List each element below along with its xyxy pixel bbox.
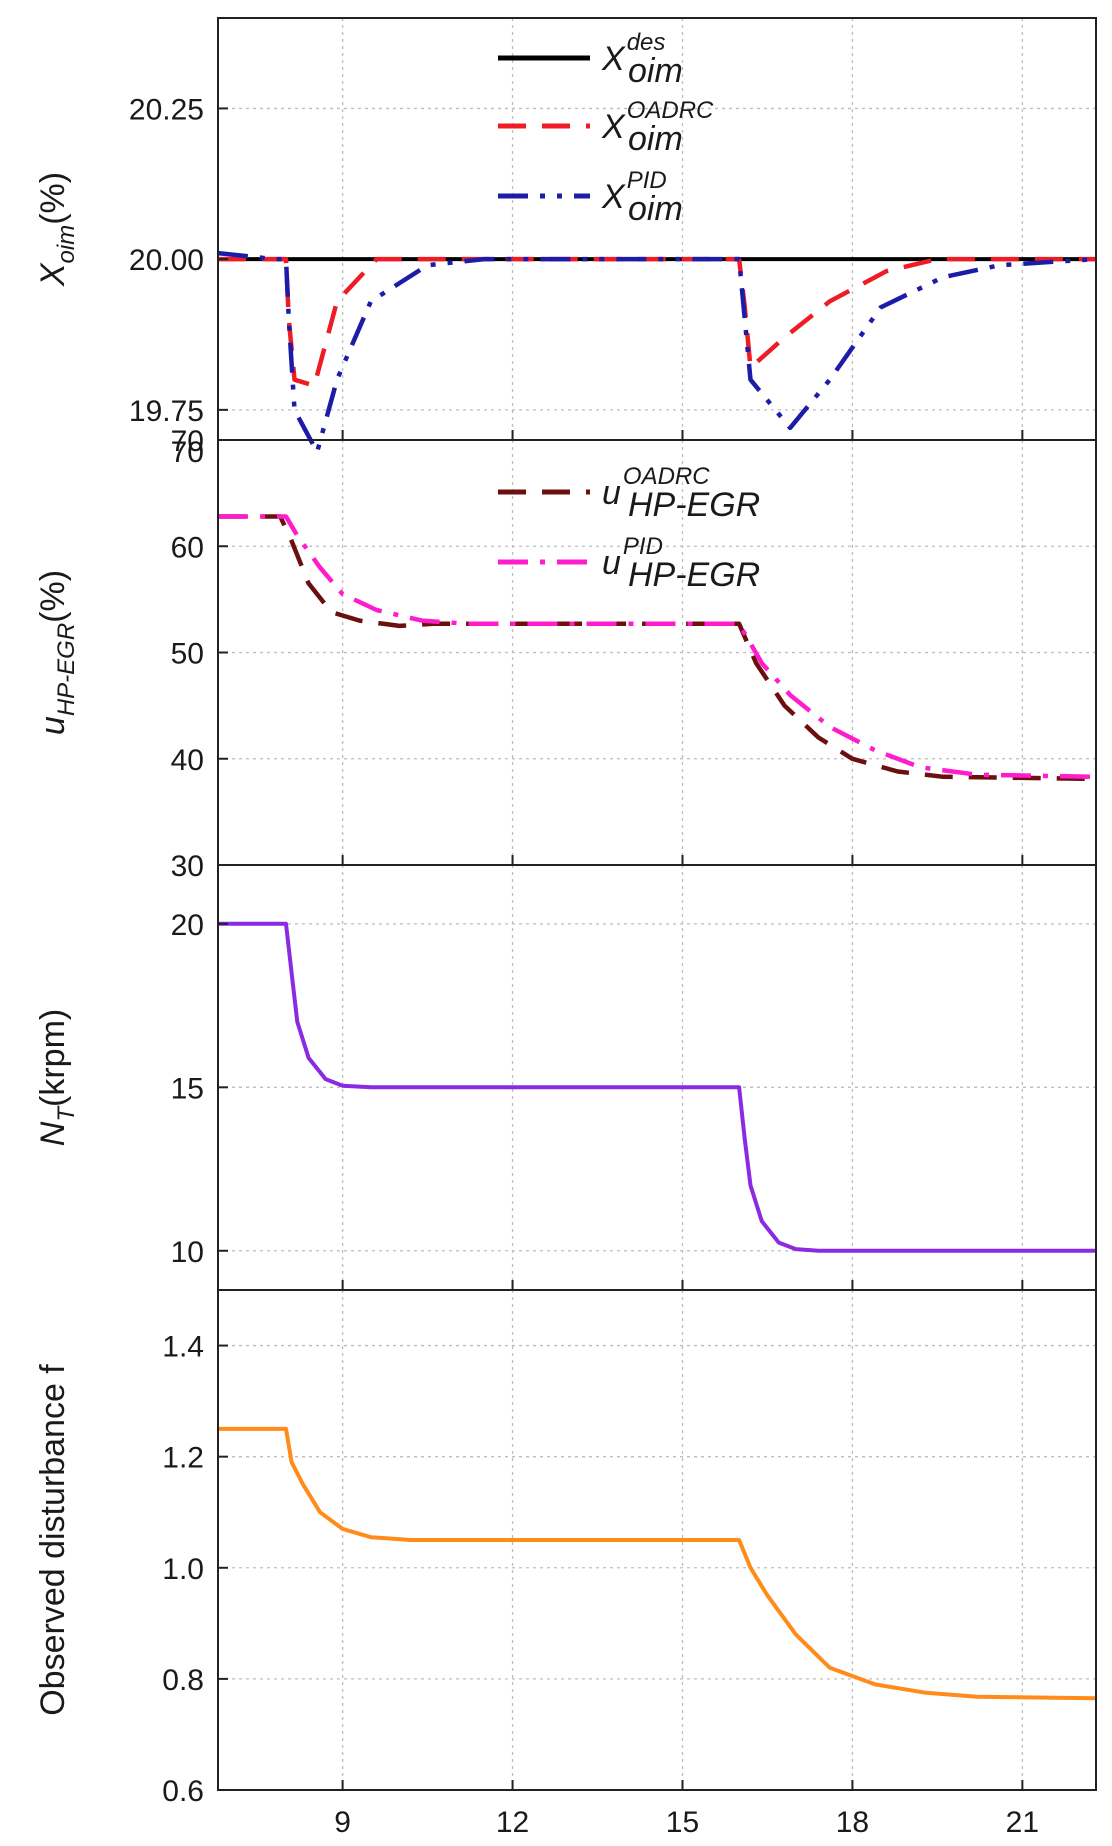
series-line-uhp-0 [218, 514, 1097, 782]
y-axis-title-unit: (krpm) [34, 1009, 72, 1107]
y-tick-label: 20 [171, 909, 204, 942]
legend-base: X [601, 108, 626, 146]
axes-frames [217, 17, 1097, 1791]
y-tick-label: 15 [171, 1072, 204, 1105]
y-axis-title-main: Observed disturbance f [34, 1364, 72, 1716]
y-tick-label: 20.00 [129, 244, 204, 277]
y-axis-title-unit: (%) [34, 570, 72, 623]
y-tick-label: 19.75 [129, 395, 204, 428]
series-line-xoim-1 [218, 256, 1096, 388]
legend-subscript-uhp-1: HP-EGR [628, 556, 760, 594]
legend-base: X [601, 40, 626, 78]
y-tick-label: 30 [171, 850, 204, 883]
labels-layer: 19.7520.0020.2570Xoim(%)3040506070uHP-EG… [34, 93, 1039, 1846]
series-line-xoim-2 [217, 250, 1097, 455]
gridlines [218, 18, 1096, 1791]
y-tick-label: 40 [171, 744, 204, 777]
x-tick-label: 21 [1006, 1806, 1039, 1839]
legend-subscript-xoim-0: oim [628, 52, 683, 90]
panel-frame-dist [217, 1289, 1097, 1791]
legend-subscript-uhp-0: HP-EGR [628, 486, 760, 524]
legend-subscript-xoim-2: oim [628, 190, 683, 228]
legend-label-uhp-1: uPID [602, 533, 663, 582]
y-axis-title-subscript: T [53, 1105, 80, 1122]
x-tick-label: 18 [836, 1806, 869, 1839]
y-tick-label-boundary: 70 [171, 436, 204, 469]
y-axis-title-subscript: oim [53, 225, 80, 264]
legend-superscript: PID [623, 533, 663, 560]
y-tick-label: 60 [171, 531, 204, 564]
y-axis-title-xoim: Xoim(%) [34, 172, 80, 287]
y-tick-label: 20.25 [129, 93, 204, 126]
x-axis-title: Time(s) [600, 1844, 714, 1846]
legend-base: u [602, 544, 621, 582]
y-tick-label: 1.4 [162, 1331, 204, 1364]
y-axis-title-unit: (%) [34, 172, 72, 225]
y-axis-title-dist: Observed disturbance f [34, 1364, 72, 1716]
y-axis-title-subscript: HP-EGR [53, 623, 80, 716]
x-tick-label: 12 [496, 1806, 529, 1839]
legend-base: X [601, 178, 626, 216]
y-axis-title-nt: NT(krpm) [34, 1009, 80, 1146]
y-axis-title-main: X [34, 262, 72, 287]
y-axis-title-main: N [34, 1121, 72, 1146]
legend-superscript: PID [627, 167, 667, 194]
legend-label-xoim-2: XPID [601, 167, 667, 216]
y-tick-label: 1.2 [162, 1442, 204, 1475]
y-axis-title-main: u [34, 716, 72, 735]
y-tick-label: 1.0 [162, 1553, 204, 1586]
x-tick-label: 9 [334, 1806, 351, 1839]
y-tick-label: 10 [171, 1236, 204, 1269]
y-tick-label: 50 [171, 638, 204, 671]
legend-subscript-xoim-1: oim [628, 120, 683, 158]
legend-superscript: des [627, 29, 666, 56]
legend-label-uhp-0: uOADRC [602, 463, 710, 512]
legend-label-xoim-0: Xdes [601, 29, 665, 78]
series-line-uhp-1 [218, 514, 1097, 780]
y-tick-label: 0.8 [162, 1664, 204, 1697]
legend-superscript: OADRC [627, 97, 714, 124]
y-tick-label-boundary: 70 [171, 425, 204, 458]
x-tick-label: 15 [666, 1806, 699, 1839]
legend-label-xoim-1: XOADRC [601, 97, 714, 146]
y-axis-title-uhp: uHP-EGR(%) [34, 570, 80, 735]
legend-superscript: OADRC [623, 463, 710, 490]
series-line-nt-0 [218, 921, 1096, 1253]
y-tick-label: 0.6 [162, 1775, 204, 1808]
legend-base: u [602, 474, 621, 512]
legends-layer: XdesoimXOADRCoimXPIDoimuOADRCHP-EGRuPIDH… [498, 29, 760, 594]
series-line-dist-0 [218, 1426, 1097, 1701]
series-layer [217, 250, 1097, 1701]
